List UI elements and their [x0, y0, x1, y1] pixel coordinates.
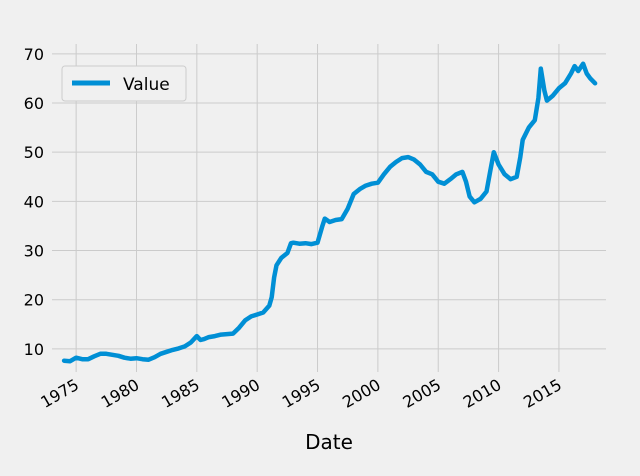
- x-axis-label: Date: [305, 430, 353, 454]
- y-tick-label: 60: [24, 94, 44, 113]
- series-line-value: [61, 61, 598, 364]
- y-tick-label: 10: [24, 340, 44, 359]
- legend-label: Value: [123, 75, 170, 95]
- y-tick-label: 20: [24, 291, 44, 310]
- y-tick-label: 70: [24, 45, 44, 64]
- y-tick-label: 30: [24, 242, 44, 261]
- legend: Value: [61, 65, 187, 102]
- y-tick-label: 50: [24, 143, 44, 162]
- legend-box: [61, 65, 187, 102]
- y-axis-ticks: 10 20 30 40 50 60 70: [24, 45, 44, 359]
- series-layer: [61, 61, 598, 364]
- y-tick-label: 40: [24, 192, 44, 211]
